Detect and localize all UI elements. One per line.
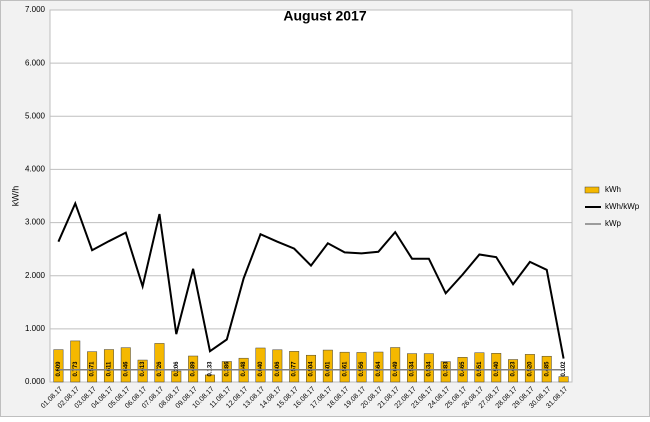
- data-label: 0.606: [275, 361, 281, 377]
- bar: [491, 353, 502, 383]
- data-label: 0.564: [376, 361, 382, 377]
- y-tick-label: 1.000: [25, 324, 46, 333]
- data-label: 0.504: [309, 361, 315, 377]
- legend-swatch: [584, 186, 600, 194]
- data-label: 0.485: [544, 361, 550, 377]
- data-label: 0.534: [410, 361, 416, 377]
- data-label: 0.571: [90, 361, 96, 377]
- line: [57, 200, 565, 359]
- bar: [70, 340, 81, 383]
- bar: [339, 351, 350, 383]
- bar: [205, 374, 215, 383]
- data-label: 0.640: [258, 361, 264, 377]
- data-label: 0.102: [561, 361, 567, 377]
- y-tick-label: 7.000: [25, 5, 46, 14]
- data-label: 0.489: [191, 361, 197, 377]
- bar: [255, 347, 266, 383]
- data-label: 0.556: [359, 361, 365, 377]
- y-tick-label: 6.000: [25, 58, 46, 67]
- data-label: 0.386: [224, 361, 230, 377]
- bar: [120, 347, 131, 383]
- bar: [272, 349, 283, 383]
- data-label: 0.601: [325, 361, 331, 377]
- data-label: 0.206: [174, 361, 180, 377]
- data-label: 0.423: [511, 361, 517, 377]
- data-label: 0.383: [443, 361, 449, 377]
- data-label: 0.448: [241, 361, 247, 377]
- y-tick-label: 4.000: [25, 165, 46, 174]
- data-label: 0.540: [494, 361, 500, 377]
- data-label: 0.133: [208, 361, 214, 377]
- legend-label: kWh/kWp: [605, 202, 640, 211]
- data-label: 0.520: [527, 361, 533, 377]
- y-tick-label: 5.000: [25, 111, 46, 120]
- bar: [322, 349, 333, 383]
- data-label: 0.726: [157, 361, 163, 377]
- bar: [137, 359, 148, 383]
- data-label: 0.611: [107, 361, 113, 376]
- y-tick-label: 2.000: [25, 271, 46, 280]
- data-label: 0.649: [393, 361, 399, 377]
- bar: [440, 361, 451, 383]
- data-label: 0.551: [477, 361, 483, 377]
- bar: [474, 352, 485, 383]
- y-axis-label: kW/h: [10, 186, 20, 207]
- bar: [188, 355, 199, 383]
- bar: [373, 351, 384, 383]
- bar: [558, 376, 569, 383]
- bar: [221, 361, 232, 383]
- bar: [154, 343, 165, 383]
- legend-label: kWp: [605, 219, 622, 228]
- bar: [289, 351, 300, 383]
- plot-area: [49, 9, 573, 383]
- data-label: 0.465: [460, 361, 466, 377]
- data-label: 0.773: [73, 361, 79, 377]
- data-label: 0.577: [292, 361, 298, 377]
- y-tick-label: 0.000: [25, 377, 46, 386]
- bar: [508, 359, 519, 383]
- chart-title: August 2017: [283, 8, 366, 24]
- data-label: 0.561: [342, 361, 348, 377]
- legend-label: kWh: [605, 185, 621, 194]
- bar: [103, 349, 114, 383]
- bar: [87, 351, 98, 383]
- bar: [356, 352, 367, 383]
- data-label: 0.646: [123, 361, 129, 377]
- data-label: 0.609: [56, 361, 62, 377]
- bar: [171, 370, 182, 383]
- bar: [524, 354, 535, 383]
- bar: [423, 353, 434, 383]
- bar: [390, 347, 401, 383]
- y-tick-label: 3.000: [25, 218, 46, 227]
- data-label: 0.534: [426, 361, 432, 377]
- bar: [53, 349, 64, 383]
- bar: [407, 353, 417, 383]
- bar: [306, 354, 316, 383]
- data-label: 0.413: [140, 361, 146, 377]
